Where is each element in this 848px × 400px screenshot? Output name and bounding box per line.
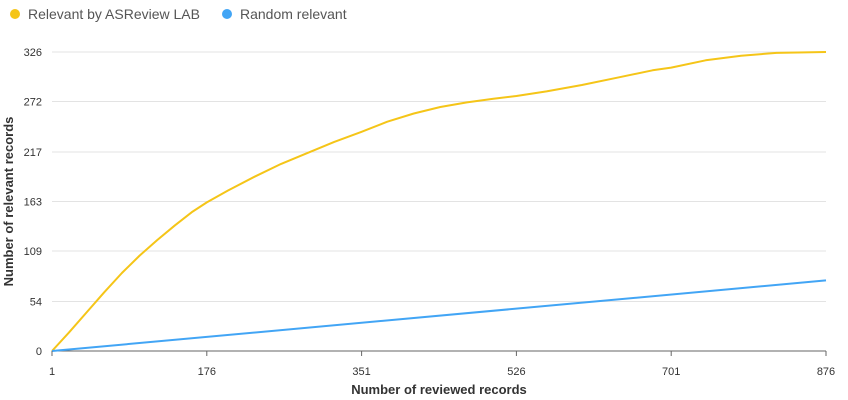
legend-marker-random [221, 9, 232, 19]
y-tick-label: 272 [24, 97, 42, 109]
x-tick-label: 526 [507, 366, 525, 378]
y-axis-title: Number of relevant records [1, 117, 16, 287]
series-line-asreview [51, 51, 827, 352]
legend-marker-asreview [10, 9, 20, 19]
y-tick-label: 0 [36, 346, 42, 358]
x-tick-label: 876 [817, 366, 835, 378]
y-tick-label: 109 [24, 246, 42, 258]
series-lines [51, 51, 827, 352]
x-tick-label: 701 [662, 366, 680, 378]
x-tick-label: 1 [49, 366, 55, 378]
legend-label-asreview: Relevant by ASReview LAB [28, 6, 200, 22]
gridlines [52, 51, 826, 352]
legend-item-random[interactable]: Random relevant [221, 6, 347, 22]
y-axis-ticks: 0 54 109 163 217 272 326 [24, 47, 42, 358]
y-tick-label: 163 [24, 197, 42, 209]
y-tick-label: 54 [30, 296, 42, 308]
legend-item-asreview[interactable]: Relevant by ASReview LAB [10, 6, 200, 22]
x-axis-title: Number of reviewed records [351, 382, 527, 397]
x-tick-label: 176 [198, 366, 216, 378]
x-tick-label: 351 [352, 366, 370, 378]
series-line-random [51, 279, 827, 352]
legend: Relevant by ASReview LAB Random relevant [10, 6, 369, 22]
x-axis-ticks: 1 176 351 526 701 876 [49, 351, 835, 378]
y-tick-label: 217 [24, 147, 42, 159]
y-tick-label: 326 [24, 47, 42, 59]
legend-label-random: Random relevant [239, 6, 347, 22]
